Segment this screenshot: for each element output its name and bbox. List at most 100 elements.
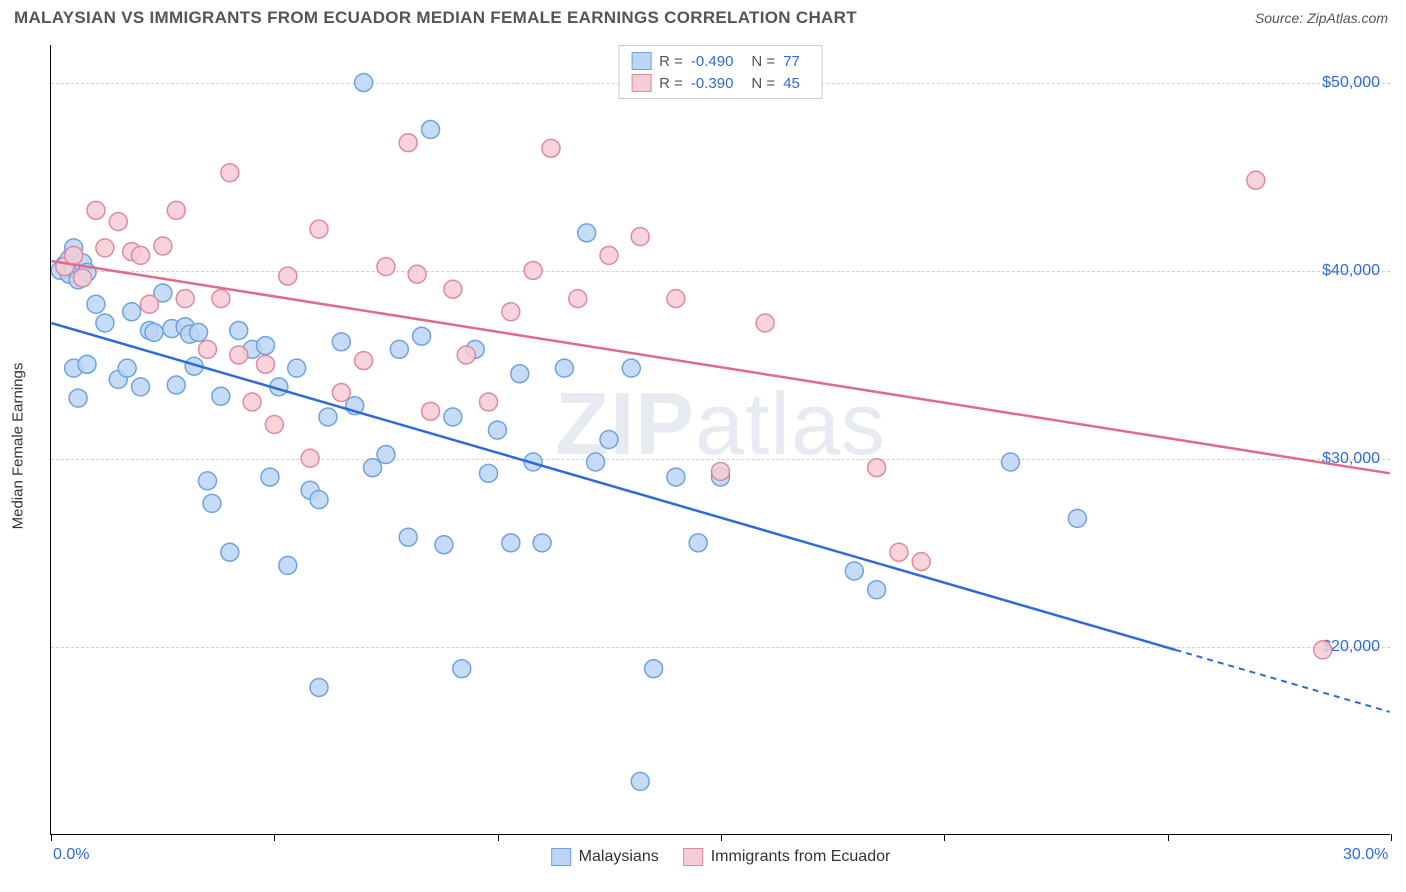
legend-swatch-icon: [551, 848, 571, 866]
scatter-point: [141, 295, 159, 313]
scatter-point: [453, 660, 471, 678]
x-tick: [944, 834, 945, 841]
scatter-point: [480, 393, 498, 411]
legend-swatch-icon: [631, 52, 651, 70]
scatter-point: [511, 365, 529, 383]
scatter-point: [868, 581, 886, 599]
plot-area: ZIPatlas R = -0.490 N = 77 R = -0.390 N …: [50, 45, 1390, 835]
x-tick: [274, 834, 275, 841]
trend-line: [51, 323, 1175, 650]
scatter-point: [221, 543, 239, 561]
scatter-point: [533, 534, 551, 552]
y-axis-label: Median Female Earnings: [10, 363, 27, 530]
scatter-point: [587, 453, 605, 471]
scatter-point: [332, 333, 350, 351]
x-tick-label: 30.0%: [1343, 846, 1388, 864]
scatter-point: [578, 224, 596, 242]
scatter-point: [190, 323, 208, 341]
scatter-point: [212, 290, 230, 308]
legend-swatch-icon: [631, 74, 651, 92]
r-label: R =: [659, 53, 683, 70]
scatter-point: [502, 303, 520, 321]
scatter-point: [600, 431, 618, 449]
scatter-point: [221, 164, 239, 182]
scatter-point: [256, 337, 274, 355]
legend-bottom: Malaysians Immigrants from Ecuador: [551, 848, 891, 866]
legend-swatch-icon: [683, 848, 703, 866]
scatter-point: [310, 220, 328, 238]
scatter-point: [319, 408, 337, 426]
scatter-point: [132, 246, 150, 264]
scatter-point: [87, 295, 105, 313]
legend-stats-row: R = -0.490 N = 77: [631, 50, 810, 72]
scatter-point: [288, 359, 306, 377]
scatter-point: [399, 134, 417, 152]
scatter-point: [265, 415, 283, 433]
scatter-point: [480, 464, 498, 482]
r-value: -0.490: [691, 53, 734, 70]
n-value: 77: [783, 53, 800, 70]
legend-label: Immigrants from Ecuador: [711, 848, 891, 866]
trend-line: [51, 261, 1389, 473]
scatter-point: [109, 213, 127, 231]
scatter-point: [1068, 509, 1086, 527]
scatter-point: [261, 468, 279, 486]
scatter-point: [332, 384, 350, 402]
scatter-point: [422, 402, 440, 420]
scatter-point: [457, 346, 475, 364]
scatter-point: [631, 228, 649, 246]
scatter-point: [154, 237, 172, 255]
scatter-point: [868, 459, 886, 477]
scatter-point: [444, 408, 462, 426]
scatter-point: [756, 314, 774, 332]
scatter-point: [256, 355, 274, 373]
scatter-point: [1001, 453, 1019, 471]
scatter-point: [198, 472, 216, 490]
legend-label: Malaysians: [579, 848, 659, 866]
scatter-point: [279, 267, 297, 285]
chart-container: MALAYSIAN VS IMMIGRANTS FROM ECUADOR MED…: [0, 0, 1406, 892]
scatter-point: [69, 389, 87, 407]
chart-title: MALAYSIAN VS IMMIGRANTS FROM ECUADOR MED…: [14, 8, 857, 28]
x-tick: [1391, 834, 1392, 841]
scatter-point: [355, 74, 373, 92]
scatter-point: [413, 327, 431, 345]
scatter-point: [65, 246, 83, 264]
scatter-point: [890, 543, 908, 561]
scatter-point: [279, 556, 297, 574]
scatter-point: [78, 355, 96, 373]
scatter-point: [631, 772, 649, 790]
scatter-point: [569, 290, 587, 308]
scatter-point: [667, 468, 685, 486]
x-tick: [51, 834, 52, 841]
scatter-point: [845, 562, 863, 580]
legend-item: Malaysians: [551, 848, 659, 866]
legend-item: Immigrants from Ecuador: [683, 848, 891, 866]
scatter-point: [377, 258, 395, 276]
scatter-point: [667, 290, 685, 308]
source-attribution: Source: ZipAtlas.com: [1255, 10, 1388, 26]
scatter-point: [230, 322, 248, 340]
scatter-point: [176, 290, 194, 308]
scatter-point: [301, 449, 319, 467]
scatter-point: [377, 446, 395, 464]
scatter-point: [118, 359, 136, 377]
trend-line-extrapolated: [1176, 650, 1390, 712]
scatter-point: [74, 269, 92, 287]
scatter-point: [203, 494, 221, 512]
scatter-point: [310, 491, 328, 509]
scatter-point: [408, 265, 426, 283]
scatter-point: [555, 359, 573, 377]
scatter-point: [96, 314, 114, 332]
scatter-point: [243, 393, 261, 411]
scatter-point: [198, 340, 216, 358]
scatter-point: [912, 553, 930, 571]
n-label: N =: [751, 75, 775, 92]
scatter-point: [96, 239, 114, 257]
x-tick: [721, 834, 722, 841]
scatter-point: [712, 462, 730, 480]
scatter-point: [364, 459, 382, 477]
scatter-plot-svg: [51, 45, 1390, 834]
scatter-point: [355, 352, 373, 370]
scatter-point: [212, 387, 230, 405]
